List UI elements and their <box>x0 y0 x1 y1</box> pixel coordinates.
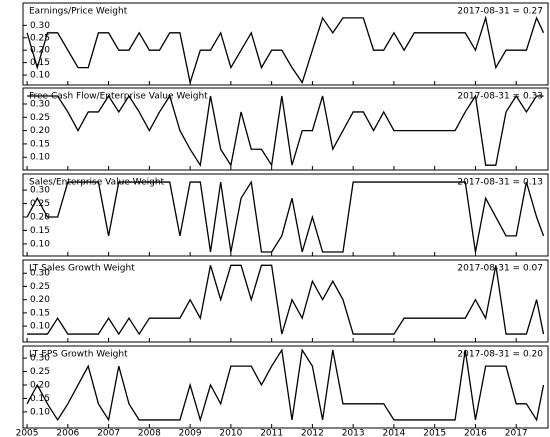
x-tick-label: 2015 <box>423 429 446 437</box>
x-tick-label: 2013 <box>342 429 365 437</box>
series-line <box>26 15 545 86</box>
panel-frame <box>22 345 549 429</box>
panel-frame <box>22 87 549 171</box>
panel-title: Sales/Enterprise Value Weight <box>29 178 165 188</box>
y-tick-label: 0.25 <box>30 113 50 123</box>
x-tick-label: 2005 <box>16 429 39 437</box>
series-line <box>27 94 544 168</box>
x-tick-label: 2016 <box>464 429 487 437</box>
panel-frame <box>22 259 549 343</box>
y-tick-label: 0.25 <box>30 282 50 292</box>
y-tick-label: 0.15 <box>30 226 50 236</box>
y-tick-label: 0.20 <box>30 213 50 223</box>
y-tick-label: 0.15 <box>30 308 50 318</box>
x-tick-label: 2010 <box>219 429 242 437</box>
annotation: 2017-08-31 = 0.33 <box>457 92 543 102</box>
annotation: 2017-08-31 = 0.07 <box>457 264 543 274</box>
y-tick-label: 0.20 <box>30 46 50 56</box>
x-tick-label: 2017 <box>505 429 528 437</box>
series-line <box>26 348 545 423</box>
x-tick-label: 2007 <box>97 429 120 437</box>
x-tick-label: 2006 <box>56 429 79 437</box>
y-tick-label: 0.15 <box>30 58 50 68</box>
y-tick-label: 0.10 <box>30 239 50 249</box>
panel-title: LT Sales Growth Weight <box>29 264 135 274</box>
y-tick-label: 0.30 <box>30 354 50 364</box>
y-tick-label: 0.30 <box>30 269 50 279</box>
panel-frame <box>22 2 549 86</box>
panel-frame <box>22 173 549 257</box>
y-tick-label: 0.15 <box>30 139 50 149</box>
x-tick-label: 2014 <box>382 429 405 437</box>
y-tick-label: 0.25 <box>30 33 50 43</box>
y-tick-label: 0.25 <box>30 367 50 377</box>
y-tick-label: 0.10 <box>30 322 50 332</box>
series-line <box>27 264 545 336</box>
x-tick-label: 2009 <box>179 429 202 437</box>
y-tick-label: 0.10 <box>30 153 50 163</box>
y-tick-label: 0.20 <box>30 380 50 390</box>
series-line <box>26 180 545 253</box>
x-tick-label: 2012 <box>301 429 324 437</box>
panel-title: Earnings/Price Weight <box>29 7 128 17</box>
y-tick-label: 0.10 <box>30 407 50 417</box>
panel-title: Free Cash Flow/Enterprise Value Weight <box>29 92 208 102</box>
y-tick-label: 0.10 <box>30 71 50 81</box>
y-tick-label: 0.30 <box>30 186 50 196</box>
y-tick-label: 0.20 <box>30 295 50 305</box>
annotation: 2017-08-31 = 0.27 <box>457 7 543 17</box>
x-tick-label: 2011 <box>260 429 283 437</box>
annotation: 2017-08-31 = 0.13 <box>457 178 543 188</box>
y-tick-label: 0.20 <box>30 126 50 136</box>
y-tick-label: 0.30 <box>30 99 50 109</box>
y-tick-label: 0.15 <box>30 394 50 404</box>
panel-title: LT EPS Growth Weight <box>29 350 128 360</box>
annotation: 2017-08-31 = 0.20 <box>457 350 543 360</box>
x-tick-label: 2008 <box>138 429 161 437</box>
y-tick-label: 0.30 <box>30 21 50 31</box>
